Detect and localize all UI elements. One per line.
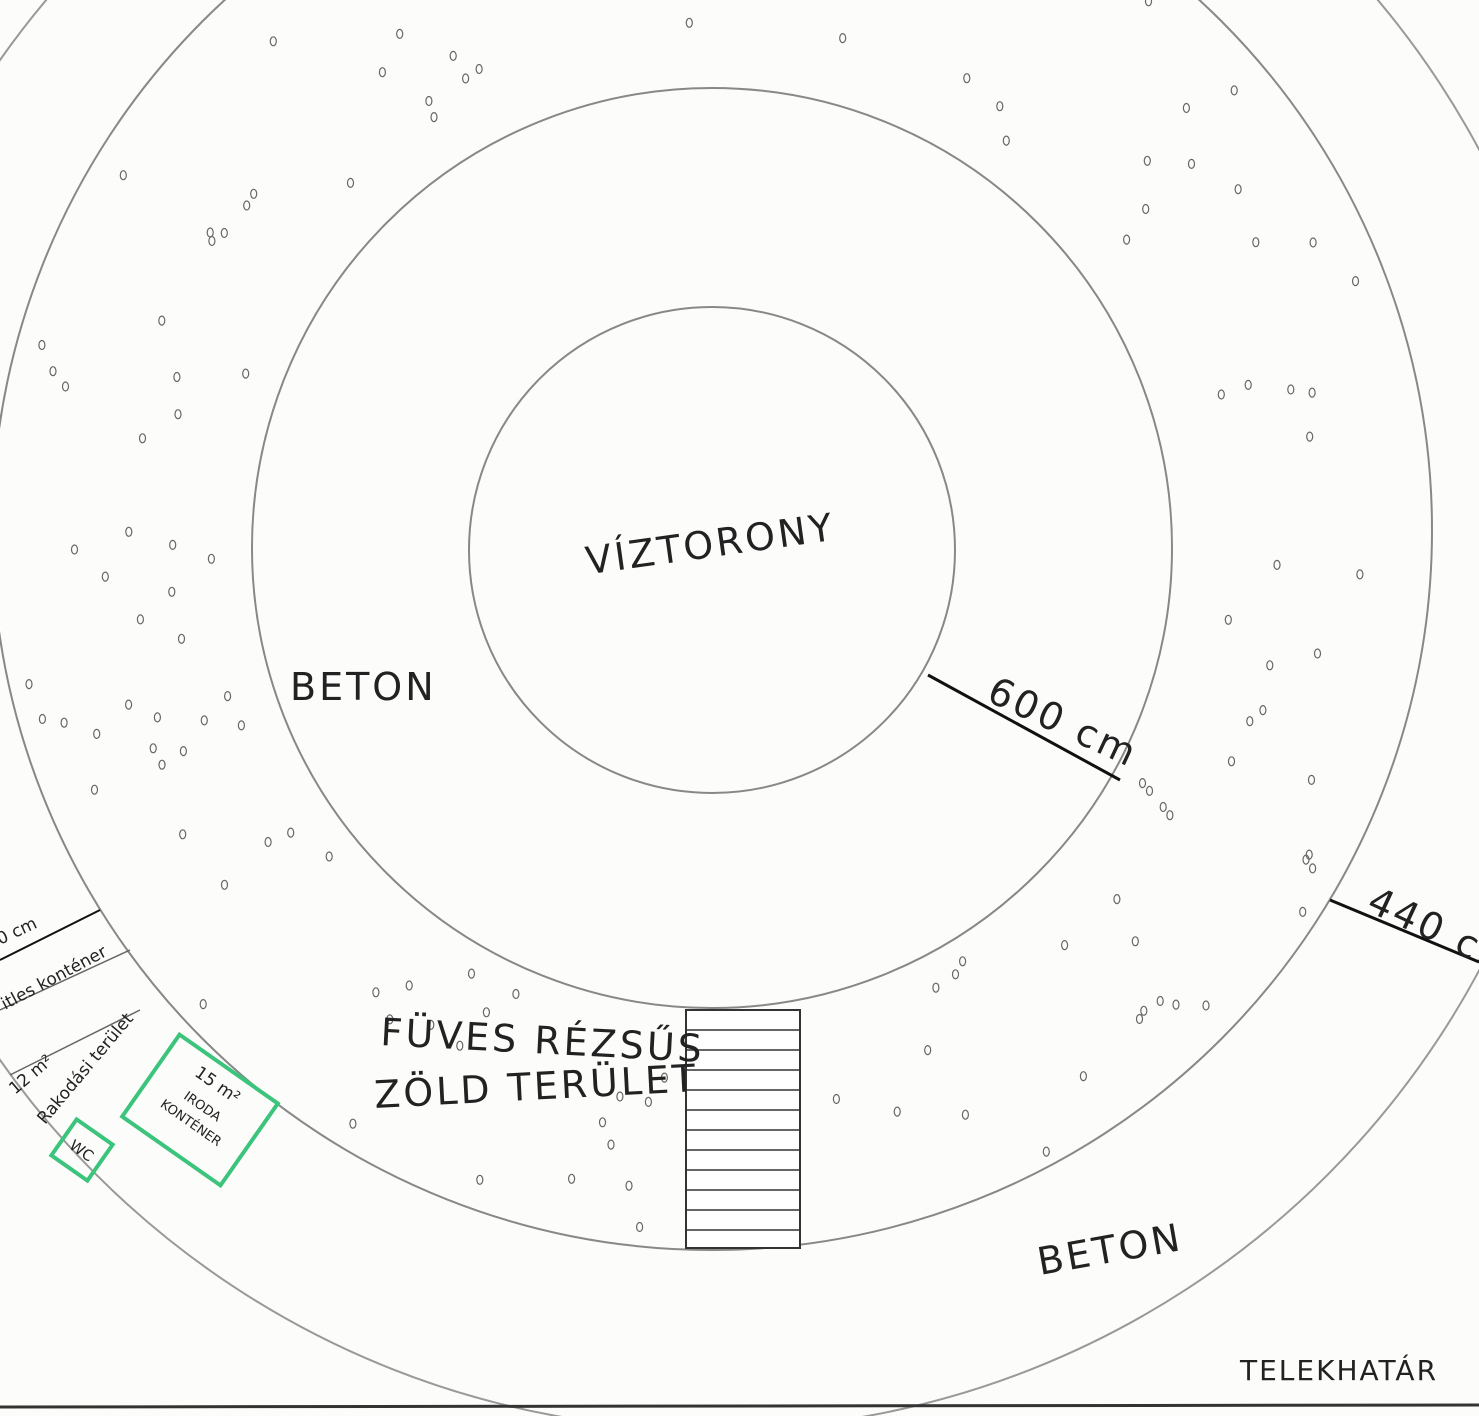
boundary-line [0,1405,1479,1407]
site-plan: VÍZTORONY BETON 600 cm FÜVES RÉZSŰS ZÖLD… [0,0,1479,1416]
boundary-label: TELEKHATÁR [1239,1353,1438,1387]
concrete-label: BETON [290,665,437,709]
